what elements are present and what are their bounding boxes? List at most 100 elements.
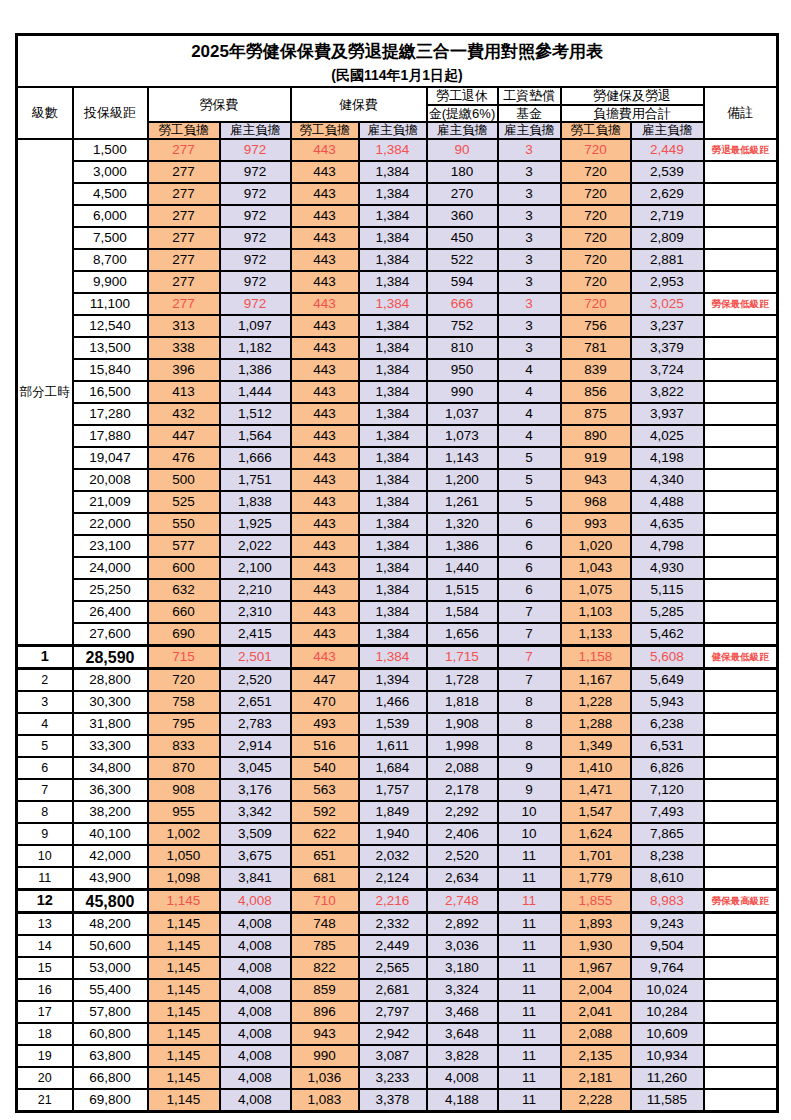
wage-fund-employer-cell: 9 <box>498 757 561 779</box>
health-employer-cell: 1,384 <box>359 293 427 315</box>
pension-employer-cell: 810 <box>427 337 498 359</box>
health-employer-cell: 2,942 <box>359 1023 427 1045</box>
note-cell <box>704 381 778 403</box>
bracket-cell: 16,500 <box>73 381 148 403</box>
labor-employer-cell: 3,675 <box>220 845 291 867</box>
health-employer-cell: 1,384 <box>359 513 427 535</box>
total-employer-cell: 2,719 <box>631 205 704 227</box>
labor-employee-cell: 758 <box>148 691 220 713</box>
labor-employer-cell: 972 <box>220 161 291 183</box>
health-employee-cell: 443 <box>291 381 359 403</box>
labor-employee-cell: 632 <box>148 579 220 601</box>
table-row: 4,5002779724431,38427037202,629 <box>17 183 778 205</box>
health-employee-cell: 443 <box>291 337 359 359</box>
table-row: 533,3008332,9145161,6111,99881,3496,531 <box>17 735 778 757</box>
health-employee-cell: 443 <box>291 161 359 183</box>
bracket-cell: 20,008 <box>73 469 148 491</box>
health-employee-cell: 443 <box>291 359 359 381</box>
total-employee-cell: 2,181 <box>561 1067 631 1089</box>
pension-employer-cell: 666 <box>427 293 498 315</box>
pension-employer-cell: 1,584 <box>427 601 498 623</box>
health-employee-cell: 443 <box>291 646 359 669</box>
bracket-cell: 48,200 <box>73 913 148 936</box>
health-employer-cell: 1,611 <box>359 735 427 757</box>
table-row: 431,8007952,7834931,5391,90881,2886,238 <box>17 713 778 735</box>
title-cell: 2025年勞健保保費及勞退提繳三合一費用對照參考用表 (民國114年1月1日起) <box>17 35 778 88</box>
header-total-employee-share: 勞工負擔 <box>561 122 631 139</box>
note-cell <box>704 757 778 779</box>
wage-fund-employer-cell: 3 <box>498 337 561 359</box>
total-employee-cell: 1,133 <box>561 623 631 646</box>
health-employee-cell: 443 <box>291 293 359 315</box>
title-row: 2025年勞健保保費及勞退提繳三合一費用對照參考用表 (民國114年1月1日起) <box>17 35 778 88</box>
table-row: 25,2506322,2104431,3841,51561,0755,115 <box>17 579 778 601</box>
header-total-line1: 勞健保及勞退 <box>561 87 704 105</box>
labor-employer-cell: 972 <box>220 293 291 315</box>
health-employer-cell: 1,384 <box>359 161 427 183</box>
bracket-cell: 27,600 <box>73 623 148 646</box>
total-employee-cell: 1,075 <box>561 579 631 601</box>
note-cell <box>704 469 778 491</box>
table-row: 3,0002779724431,38418037202,539 <box>17 161 778 183</box>
health-employer-cell: 2,681 <box>359 979 427 1001</box>
total-employee-cell: 1,855 <box>561 890 631 913</box>
health-employee-cell: 443 <box>291 403 359 425</box>
table-row: 1553,0001,1454,0088222,5653,180111,9679,… <box>17 957 778 979</box>
labor-employee-cell: 690 <box>148 623 220 646</box>
labor-employer-cell: 3,509 <box>220 823 291 845</box>
table-row: 1348,2001,1454,0087482,3322,892111,8939,… <box>17 913 778 936</box>
labor-employer-cell: 4,008 <box>220 913 291 936</box>
level-cell: 10 <box>17 845 73 867</box>
health-employer-cell: 1,384 <box>359 623 427 646</box>
wage-fund-employer-cell: 3 <box>498 161 561 183</box>
total-employer-cell: 6,531 <box>631 735 704 757</box>
wage-fund-employer-cell: 8 <box>498 735 561 757</box>
labor-employee-cell: 525 <box>148 491 220 513</box>
health-employer-cell: 2,449 <box>359 935 427 957</box>
pension-employer-cell: 1,200 <box>427 469 498 491</box>
bracket-cell: 13,500 <box>73 337 148 359</box>
health-employer-cell: 2,216 <box>359 890 427 913</box>
pension-employer-cell: 2,178 <box>427 779 498 801</box>
total-employee-cell: 919 <box>561 447 631 469</box>
total-employer-cell: 3,724 <box>631 359 704 381</box>
labor-employer-cell: 2,651 <box>220 691 291 713</box>
wage-fund-employer-cell: 11 <box>498 957 561 979</box>
health-employee-cell: 748 <box>291 913 359 936</box>
total-employer-cell: 5,115 <box>631 579 704 601</box>
level-cell: 7 <box>17 779 73 801</box>
table-row: 1963,8001,1454,0089903,0873,828112,13510… <box>17 1045 778 1067</box>
table-row: 部分工時1,5002779724431,3849037202,449勞退最低級距 <box>17 139 778 161</box>
header-wage-fund-employer-share: 雇主負擔 <box>498 122 561 139</box>
labor-employee-cell: 338 <box>148 337 220 359</box>
labor-employer-cell: 3,841 <box>220 867 291 890</box>
health-employer-cell: 1,384 <box>359 447 427 469</box>
total-employer-cell: 10,609 <box>631 1023 704 1045</box>
total-employer-cell: 9,764 <box>631 957 704 979</box>
bracket-cell: 26,400 <box>73 601 148 623</box>
total-employee-cell: 1,288 <box>561 713 631 735</box>
table-row: 1655,4001,1454,0088592,6813,324112,00410… <box>17 979 778 1001</box>
total-employee-cell: 781 <box>561 337 631 359</box>
labor-employer-cell: 2,100 <box>220 557 291 579</box>
health-employee-cell: 443 <box>291 557 359 579</box>
note-cell: 勞保最高級距 <box>704 890 778 913</box>
level-cell: 1 <box>17 646 73 669</box>
wage-fund-employer-cell: 6 <box>498 557 561 579</box>
health-employee-cell: 622 <box>291 823 359 845</box>
health-employer-cell: 1,384 <box>359 646 427 669</box>
note-cell <box>704 845 778 867</box>
labor-employer-cell: 1,564 <box>220 425 291 447</box>
labor-employee-cell: 1,145 <box>148 890 220 913</box>
level-cell: 5 <box>17 735 73 757</box>
note-cell <box>704 979 778 1001</box>
wage-fund-employer-cell: 11 <box>498 1045 561 1067</box>
wage-fund-employer-cell: 3 <box>498 315 561 337</box>
labor-employee-cell: 277 <box>148 271 220 293</box>
wage-fund-employer-cell: 6 <box>498 579 561 601</box>
bracket-cell: 12,540 <box>73 315 148 337</box>
page-subtitle: (民國114年1月1日起) <box>18 65 776 85</box>
pension-employer-cell: 180 <box>427 161 498 183</box>
pension-employer-cell: 1,728 <box>427 669 498 692</box>
bracket-cell: 43,900 <box>73 867 148 890</box>
